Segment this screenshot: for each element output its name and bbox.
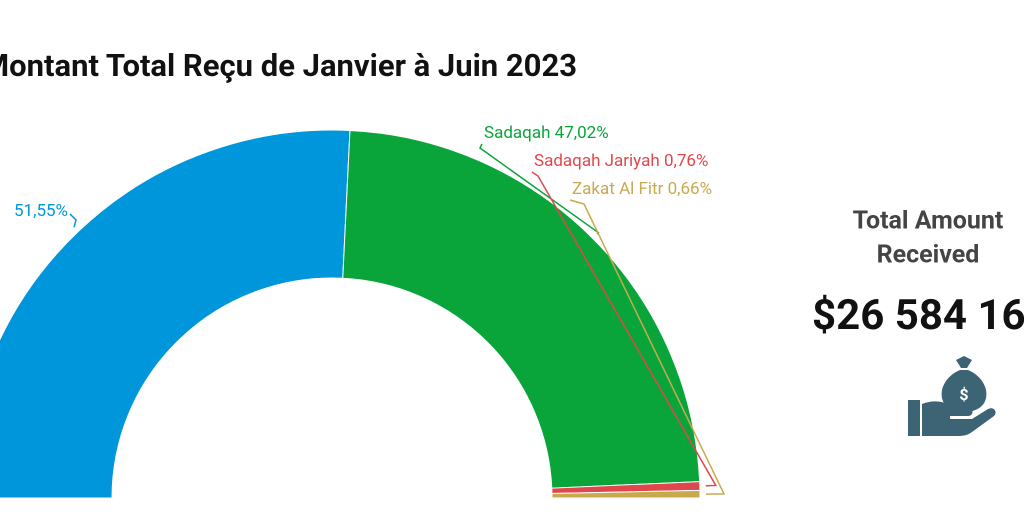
- leader-line: [69, 213, 77, 228]
- summary-label: Received: [877, 241, 980, 270]
- value-label: 47,02%: [555, 123, 609, 143]
- category-label: Zakat Al Fitr: [572, 179, 664, 199]
- money-icon: $: [908, 356, 996, 436]
- value-label: 51,55%: [14, 201, 68, 221]
- data-label: Sadaqah Jariyah 0,76%: [534, 151, 708, 171]
- data-label: 51,55%: [14, 201, 68, 221]
- value-label: 0,66%: [668, 179, 712, 199]
- chart-title: Montant Total Reçu de Janvier à Juin 202…: [0, 47, 577, 84]
- category-label: Sadaqah: [484, 123, 550, 143]
- data-label: Sadaqah 47,02%: [484, 123, 609, 143]
- category-label: Sadaqah Jariyah: [534, 151, 660, 171]
- svg-text:$: $: [959, 385, 968, 404]
- value-label: 0,76%: [664, 151, 708, 171]
- data-label: Zakat Al Fitr 0,66%: [572, 179, 712, 199]
- plot-area: 51,55% Sadaqah 47,02% Sadaqah Jariyah 0,76…: [0, 123, 726, 499]
- summary-amount: $26 584 16: [812, 291, 1024, 340]
- slice: [0, 129, 351, 499]
- slice: [342, 129, 701, 489]
- summary-label: Total Amount: [853, 207, 1004, 236]
- leader-line: [531, 171, 718, 487]
- slice: [551, 489, 701, 499]
- leader-line: [569, 199, 726, 495]
